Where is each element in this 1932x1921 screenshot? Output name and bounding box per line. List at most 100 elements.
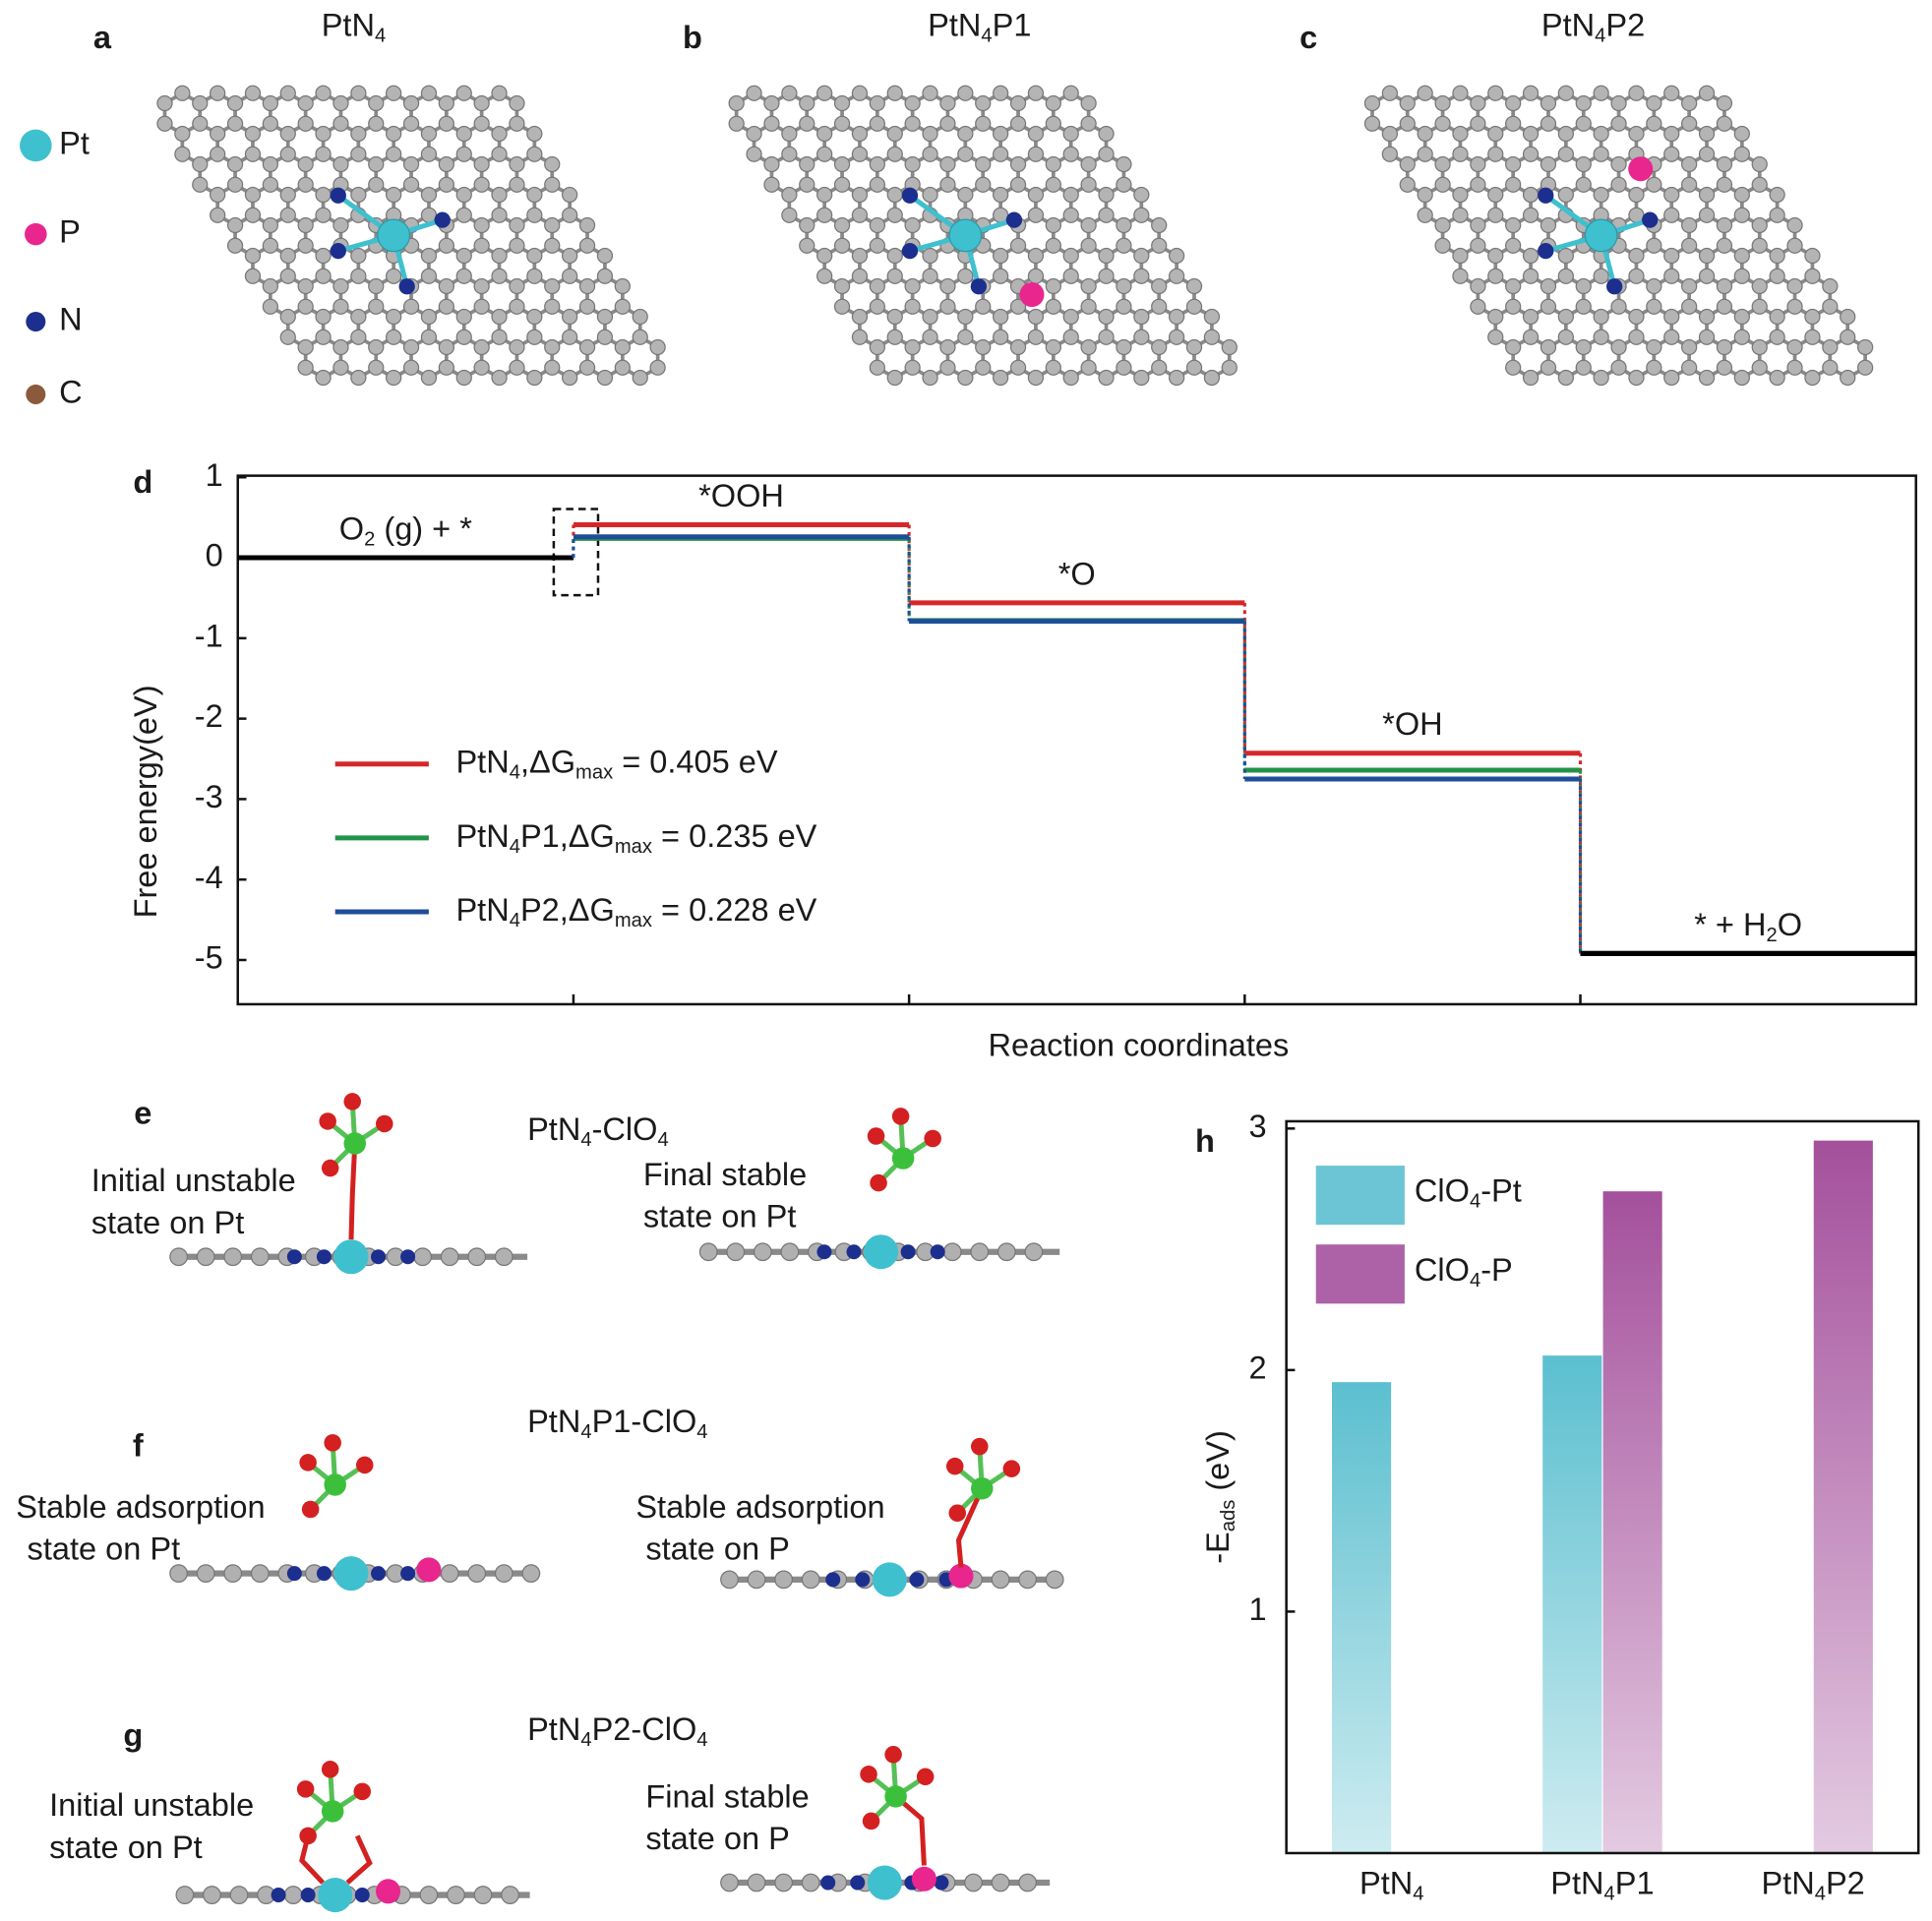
carbon-atom: [886, 308, 903, 326]
carbon-atom: [350, 247, 367, 265]
carbon-atom: [1575, 155, 1592, 173]
carbon-atom: [526, 268, 543, 284]
carbon-atom: [262, 176, 279, 193]
text-part: max: [615, 910, 652, 931]
y-tick-label: -5: [195, 940, 223, 976]
state-description: Initial unstable: [49, 1787, 254, 1823]
carbon-atom: [992, 268, 1009, 284]
nitrogen-atom: [850, 1875, 866, 1891]
carbon-atom: [1045, 1570, 1064, 1590]
carbon-atom: [1045, 359, 1061, 376]
carbon-atom: [578, 237, 596, 254]
carbon-atom: [1168, 247, 1185, 265]
carbon-atom: [1716, 216, 1733, 234]
carbon-atom: [939, 115, 956, 132]
carbon-atom: [1557, 125, 1575, 143]
nitrogen-atom: [820, 1875, 836, 1891]
element-marker: [25, 222, 47, 246]
carbon-atom: [851, 125, 869, 143]
carbon-atom: [992, 125, 1009, 143]
carbon-atom: [420, 247, 438, 265]
carbon-atom: [244, 85, 262, 101]
carbon-atom: [774, 1873, 794, 1892]
carbon-atom: [279, 247, 296, 265]
carbon-atom: [1804, 369, 1821, 387]
platinum-atom: [948, 218, 983, 253]
carbon-atom: [226, 155, 244, 173]
carbon-atom: [799, 237, 815, 254]
nitrogen-atom: [1606, 278, 1623, 295]
carbon-atom: [192, 94, 209, 112]
text-part: P2: [1826, 1865, 1865, 1900]
carbon-atom: [1133, 207, 1150, 223]
carbon-atom: [561, 247, 578, 265]
carbon-atom: [1540, 155, 1557, 173]
carbon-atom: [970, 1242, 990, 1262]
carbon-atom: [1045, 277, 1061, 295]
carbon-atom: [350, 85, 367, 101]
carbon-atom: [904, 359, 921, 376]
carbon-atom: [1575, 94, 1592, 112]
carbon-atom: [501, 1886, 519, 1904]
carbon-atom: [632, 329, 648, 345]
carbon-atom: [774, 1570, 794, 1590]
carbon-atom: [1151, 237, 1168, 254]
carbon-atom: [975, 94, 992, 112]
carbon-atom: [262, 94, 279, 112]
oxygen-atom: [945, 1457, 964, 1475]
carbon-atom: [1116, 277, 1132, 295]
carbon-atom: [297, 216, 314, 234]
carbon-atom: [1681, 155, 1698, 173]
carbon-atom: [438, 277, 454, 295]
carbon-atom: [1628, 247, 1645, 265]
carbon-atom: [1628, 268, 1645, 284]
carbon-atom: [816, 186, 833, 204]
carbon-atom: [991, 1570, 1010, 1590]
carbon-atom: [1505, 155, 1522, 173]
carbon-atom: [473, 176, 490, 193]
carbon-atom: [1856, 359, 1874, 376]
nitrogen-atom: [930, 1244, 945, 1260]
carbon-atom: [156, 94, 173, 112]
carbon-atom: [1610, 115, 1627, 132]
carbon-atom: [1522, 369, 1540, 387]
bar: [1542, 1355, 1602, 1853]
carbon-atom: [1009, 155, 1027, 173]
carbon-atom: [192, 176, 209, 193]
text-part: 4: [580, 1421, 591, 1443]
carbon-atom: [1540, 338, 1557, 356]
y-tick-label: 1: [1249, 1591, 1267, 1627]
carbon-atom: [1663, 308, 1680, 326]
carbon-atom: [332, 298, 349, 315]
carbon-atom: [1646, 115, 1662, 132]
carbon-atom: [1452, 146, 1469, 162]
carbon-atom: [975, 338, 992, 356]
carbon-atom: [226, 237, 244, 254]
carbon-atom: [1027, 207, 1045, 223]
carbon-atom: [1681, 94, 1698, 112]
carbon-atom: [1646, 94, 1662, 112]
carbon-atom: [1009, 94, 1027, 112]
bar: [1332, 1382, 1392, 1853]
carbon-atom: [332, 359, 349, 376]
carbon-atom: [833, 94, 851, 112]
carbon-atom: [1716, 237, 1733, 254]
nitrogen-atom: [398, 278, 415, 295]
carbon-atom: [975, 115, 992, 132]
carbon-atom: [1646, 338, 1662, 356]
carbon-atom: [315, 247, 332, 265]
text-part: P1: [1615, 1865, 1655, 1900]
carbon-atom: [904, 115, 921, 132]
y-tick-label: 2: [1249, 1350, 1267, 1385]
complex-title: PtN4-ClO4: [527, 1111, 669, 1152]
carbon-atom: [1804, 308, 1821, 326]
carbon-atom: [1185, 298, 1203, 315]
carbon-atom: [1557, 186, 1575, 204]
carbon-atom: [1716, 155, 1733, 173]
carbon-atom: [402, 338, 420, 356]
carbon-atom: [1417, 125, 1433, 143]
carbon-atom: [1733, 308, 1750, 326]
carbon-atom: [747, 1570, 766, 1590]
carbon-atom: [455, 125, 472, 143]
nitrogen-atom: [970, 278, 988, 295]
